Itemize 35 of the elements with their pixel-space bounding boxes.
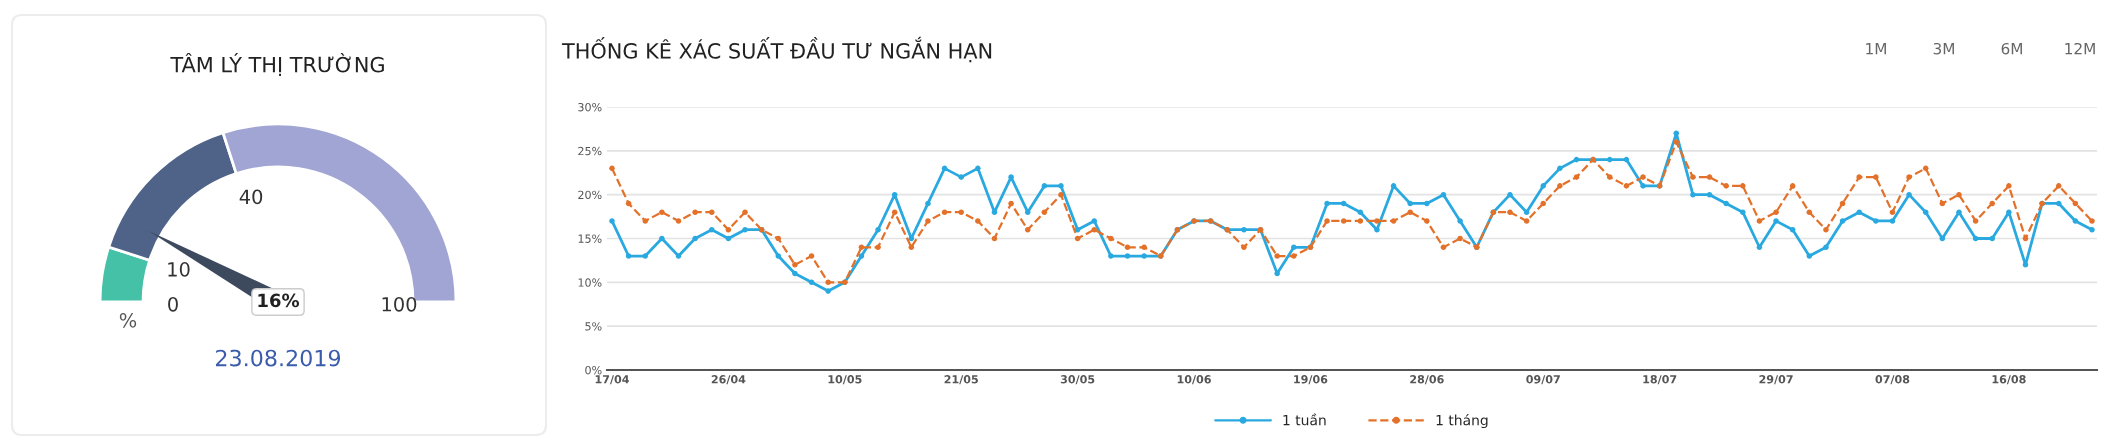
x-tick-label: 21/05 [944,375,978,385]
x-tick-label: 30/05 [1060,375,1095,385]
x-tick-label: 10/06 [1177,375,1211,385]
y-tick-label: 5% [585,322,602,331]
x-tick-label: 29/07 [1759,375,1793,385]
text: 100 [382,296,417,312]
text: 16% [258,293,300,308]
x-tick-label: 09/07 [1526,375,1560,385]
x-tick-label: 28/06 [1410,375,1444,385]
text: 12M [2065,42,2095,55]
chart-title: THỐNG KÊ XÁC SUẤT ĐẦU TƯ NGẮN HẠN [561,36,992,63]
slice-label: 40 [239,189,263,205]
x-tick-label: 16/08 [1992,375,2026,385]
x-tick-label: 19/06 [1294,375,1328,385]
x-tick-label: 07/08 [1875,375,1910,385]
y-tick-label: 25% [578,146,602,156]
x-tick-label: 18/07 [1643,375,1677,385]
x-tick-label: 10/05 [828,375,862,385]
y-tick-label: 10% [578,278,602,287]
slice-label: 10 [168,262,190,277]
text: 23.08.2019 [216,349,341,367]
text: 1M [1866,43,1886,55]
legend-label: 1 tháng [1436,414,1488,429]
text: 3M [1933,42,1954,55]
slice-label: 0 [168,296,178,312]
y-tick-label: 30% [578,102,602,112]
y-tick-label: 15% [578,234,602,243]
text: 6M [2001,42,2022,55]
legend-label: 1 tuần [1283,413,1326,426]
y-tick-label: 20% [578,190,602,200]
text: % [119,312,137,328]
chart-title: TÂM LÝ THỊ TRƯỜNG [170,52,384,77]
x-tick-label: 26/04 [711,375,746,385]
y-tick-label: 0% [585,365,602,375]
x-tick-label: 17/04 [595,375,629,385]
